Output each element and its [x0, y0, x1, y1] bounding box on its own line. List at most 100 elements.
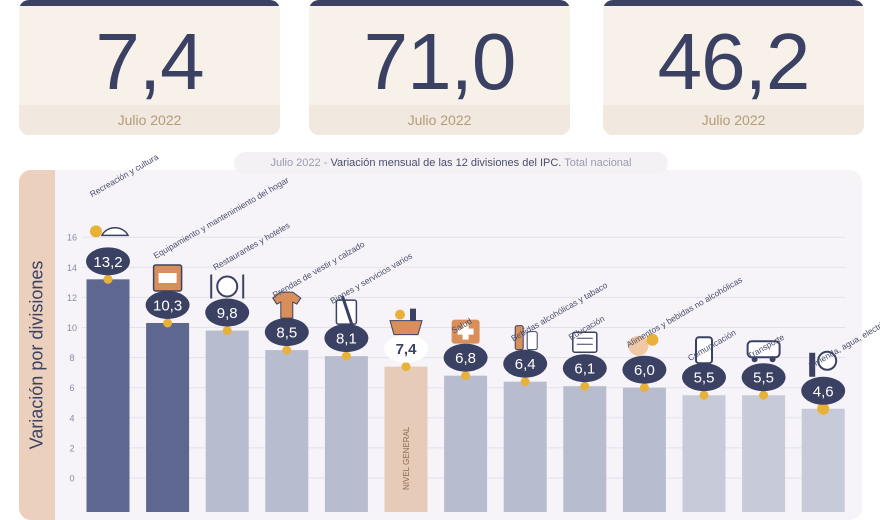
- general-level-label: NIVEL GENERAL: [402, 426, 411, 490]
- wheel-shape: [769, 356, 776, 363]
- card-cap: [309, 0, 570, 6]
- category-label: Recreación y cultura: [88, 152, 160, 200]
- value-label: 8,5: [276, 325, 297, 342]
- bottles-icon: [514, 325, 538, 351]
- value-badge: [682, 363, 726, 392]
- value-badge: [801, 376, 846, 405]
- subtitle-date: Julio 2022: [270, 157, 321, 169]
- bar: [622, 387, 666, 512]
- value-dot: [103, 274, 113, 284]
- stove-icon: [152, 264, 183, 292]
- y-tick-label: 16: [67, 233, 77, 243]
- basket-icon: [389, 308, 423, 336]
- y-tick-label: 10: [67, 323, 77, 333]
- category-label: Restaurantes y hoteles: [211, 220, 291, 272]
- card-value: 71,0: [363, 17, 517, 106]
- bar: [384, 366, 428, 512]
- value-label: 6,4: [515, 356, 536, 373]
- value-badge: [562, 354, 607, 383]
- value-dot: [163, 318, 173, 328]
- cutlery-icon: [210, 274, 245, 299]
- value-label: 13,2: [93, 254, 122, 271]
- value-dot: [222, 326, 232, 336]
- bar: [324, 356, 368, 512]
- value-dot: [759, 390, 769, 400]
- y-tick-label: 2: [69, 443, 74, 453]
- plate-shape: [216, 275, 239, 298]
- item-shape: [395, 309, 405, 320]
- plug-shape: [809, 352, 816, 377]
- bar: [444, 375, 488, 512]
- y-tick-label: 12: [67, 293, 77, 303]
- indicator-card-2: 71,0 Julio 2022: [309, 0, 570, 135]
- indicator-card-1: 7,4 Julio 2022: [19, 0, 280, 135]
- sun-shape: [90, 225, 102, 238]
- value-dot: [699, 390, 709, 400]
- value-badge: [503, 349, 548, 378]
- fruit-shape: [646, 333, 659, 346]
- value-label: 6,1: [574, 361, 595, 378]
- value-label: 5,5: [753, 370, 774, 387]
- chart-subtitle: Julio 2022 - Variación mensual de las 12…: [234, 152, 668, 174]
- tools-icon: [335, 295, 358, 327]
- bus-icon: [746, 340, 781, 363]
- y-tick-label: 8: [69, 353, 74, 363]
- value-badge: [264, 318, 309, 347]
- y-tick-label: 0: [69, 474, 74, 484]
- value-badge: [324, 324, 369, 353]
- value-label: 7,4: [396, 341, 418, 358]
- value-badge: [145, 290, 190, 319]
- y-label-strip: [19, 170, 55, 520]
- value-dot: [282, 345, 292, 355]
- food-icon: [628, 333, 659, 356]
- subtitle-scope: Total nacional: [561, 157, 632, 169]
- value-label: 8,1: [336, 331, 357, 348]
- indicator-card-3: 46,2 Julio 2022: [603, 0, 864, 135]
- glass-shape: [526, 331, 538, 351]
- tool-shape: [340, 295, 354, 327]
- bar: [265, 350, 309, 512]
- stove-window: [158, 272, 177, 283]
- value-badge: [443, 343, 488, 372]
- value-dot: [341, 351, 351, 361]
- book-shape: [572, 331, 598, 353]
- category-label: Equipamiento y mantenimiento del hogar: [152, 175, 291, 261]
- phone-shape: [695, 336, 713, 365]
- clothing-icon: [272, 291, 302, 319]
- card-cap: [19, 0, 280, 6]
- wheel-shape: [751, 356, 758, 363]
- bus-shape: [746, 340, 781, 359]
- cross-shape: [457, 323, 474, 340]
- bar: [503, 381, 547, 512]
- value-badge: [622, 355, 667, 384]
- phone-icon: [695, 336, 713, 365]
- bulb-icon: [809, 350, 838, 377]
- value-dot: [520, 377, 530, 387]
- value-label: 9,8: [217, 305, 238, 322]
- bottle-shape: [514, 325, 524, 351]
- card-date: Julio 2022: [603, 105, 864, 135]
- card-date: Julio 2022: [309, 105, 570, 135]
- value-badge: [205, 298, 250, 327]
- value-badge: [384, 334, 428, 363]
- bar: [86, 279, 130, 512]
- value-dot: [461, 371, 471, 381]
- food-shape: [628, 335, 649, 356]
- subtitle-separator: -: [320, 157, 331, 169]
- value-dot: [401, 362, 411, 372]
- value-label: 6,0: [634, 362, 655, 379]
- umbrella-shape: [100, 227, 130, 237]
- value-dot: [639, 383, 649, 393]
- subtitle-text: Variación mensual de las 12 divisiones d…: [330, 157, 562, 169]
- basket-shape: [389, 320, 423, 336]
- value-label: 6,8: [455, 350, 476, 367]
- value-label: 5,5: [694, 370, 715, 387]
- bar: [742, 395, 786, 512]
- card-value: 46,2: [657, 17, 811, 106]
- umbrella-sun-icon: [90, 225, 130, 238]
- value-dot: [817, 402, 830, 415]
- value-label: 10,3: [153, 297, 182, 314]
- bar: [682, 395, 726, 512]
- card-date: Julio 2022: [19, 105, 280, 135]
- bar: [801, 408, 845, 512]
